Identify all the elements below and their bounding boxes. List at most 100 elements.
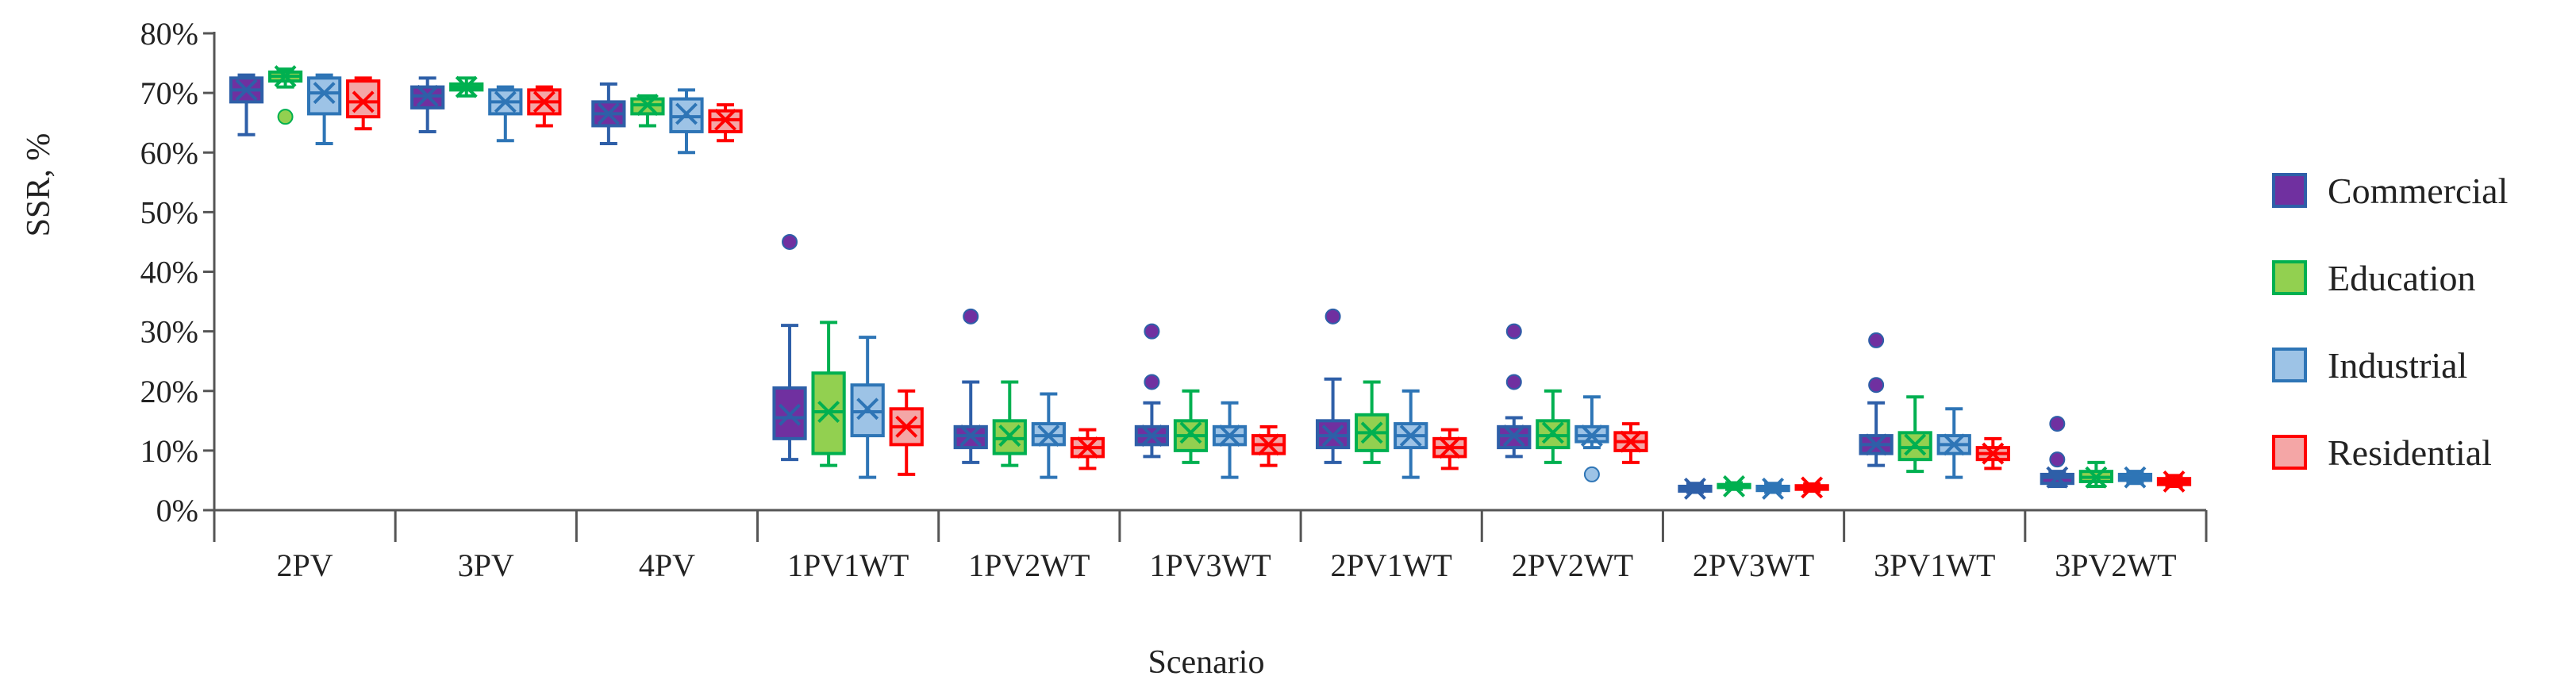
box-mean-marker [817,401,840,424]
box-mean-marker [494,90,517,113]
x-category-label: 3PV1WT [1874,547,1995,583]
box-mean-marker [455,75,478,98]
box-mean-marker [1580,424,1603,447]
y-axis-title: SSR, % [21,133,57,237]
legend-swatch [2272,173,2307,208]
box-outlier [1144,374,1160,390]
y-tick-label: 0% [156,493,198,528]
box-industrial [850,336,885,479]
box-mean-marker [856,398,879,421]
y-tick-label: 10% [140,433,198,469]
box-iqr [306,76,342,116]
box-industrial [1212,401,1248,479]
box-mean-marker [597,102,620,125]
box-outlier [1325,308,1341,325]
box-mean-marker [1865,433,1888,456]
box-mean-marker [1399,424,1422,447]
box-mean-marker [416,84,439,107]
box-mean-marker [533,90,556,113]
box-industrial [306,73,342,145]
axes [203,32,2208,542]
y-tick-label: 70% [140,75,198,111]
y-tick-label: 20% [140,374,198,409]
box-residential [1070,428,1105,470]
box-residential [1432,428,1467,470]
box-commercial [229,73,264,136]
box-residential [1613,422,1648,464]
box-commercial [1859,332,1894,467]
box-residential [1794,476,1829,499]
box-mean-marker [352,90,375,113]
x-category-label: 1PV1WT [787,547,909,583]
box-mean-marker [2085,466,2108,489]
box-mean-marker [636,94,659,117]
box-mean-marker [1076,436,1099,459]
box-commercial [410,76,445,133]
box-outlier [2049,416,2066,432]
box-mean-marker [1438,436,1461,459]
box-industrial [1574,395,1609,482]
x-category-label: 1PV2WT [968,547,1090,583]
x-category-label: 3PV [458,547,514,583]
box-education [630,94,665,128]
box-mean-marker [313,82,336,105]
box-residential [2156,470,2192,493]
box-mean-marker [1502,424,1525,447]
box-residential [527,85,562,128]
box-mean-marker [1619,430,1642,453]
box-residential [1975,436,2010,470]
x-category-label: 2PV3WT [1693,547,1814,583]
box-education [1173,389,1209,464]
box-mean-marker [235,79,258,102]
legend-label: Education [2328,258,2476,298]
box-mean-marker [1683,477,1706,500]
legend-label: Residential [2328,432,2492,473]
box-residential [1251,424,1286,467]
box-mean-marker [1179,421,1202,444]
box-mean-marker [274,65,297,88]
box-mean-marker [1943,433,1966,456]
box-education [811,321,846,467]
box-industrial [488,85,523,143]
box-commercial [772,233,807,462]
box-commercial [591,82,626,145]
box-outlier [1868,332,1885,348]
box-commercial [1497,323,1532,459]
y-tick-label: 50% [140,194,198,230]
box-education [267,65,303,125]
x-category-label: 4PV [639,547,695,583]
legend-label: Commercial [2328,171,2508,211]
x-category-label: 2PV2WT [1512,547,1633,583]
legend-item-education: Education [2272,258,2476,298]
box-education [2078,460,2114,489]
box-mean-marker [1541,421,1564,444]
box-mean-marker [2124,466,2147,489]
legend-swatch [2272,260,2307,295]
box-mean-marker [998,424,1021,447]
x-axis-title: Scenario [1148,644,1265,681]
box-outlier [277,109,294,125]
box-mean-marker [1140,424,1163,447]
y-tick-labels: 0% 10% 20% 30% 40% 50% 60% 70% 80% [140,16,198,528]
box-mean-marker [1801,476,1824,499]
x-category-label: 1PV3WT [1149,547,1271,583]
x-category-label: 2PV [277,547,333,583]
box-mean-marker [1982,442,2005,465]
box-outlier [963,308,979,325]
box-mean-marker [1360,421,1383,444]
y-tick-label: 80% [140,16,198,52]
legend-swatch [2272,348,2307,382]
box-industrial [2117,466,2153,489]
box-residential [346,76,381,131]
legend-item-residential: Residential [2272,432,2492,473]
box-industrial [669,88,704,155]
box-commercial [1134,323,1170,459]
box-mean-marker [959,424,982,447]
box-outlier [1505,323,1522,340]
box-mean-marker [714,108,737,131]
box-education [449,75,484,98]
box-outlier [1868,377,1885,394]
box-industrial [1394,389,1428,479]
box-residential [889,389,924,476]
